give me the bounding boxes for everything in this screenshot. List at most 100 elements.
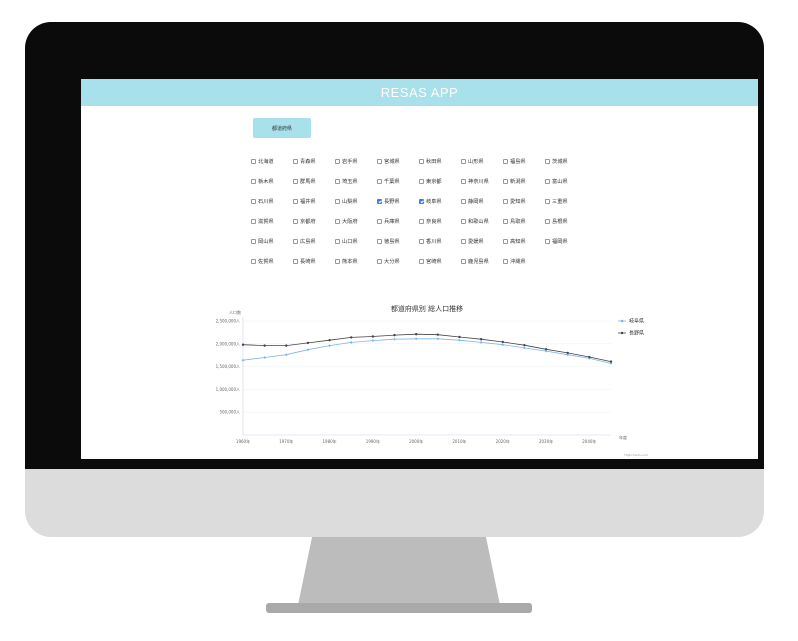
checkbox[interactable] [545, 178, 550, 184]
prefecture-checkbox-item[interactable]: 長野県 [377, 196, 419, 206]
prefecture-checkbox-item[interactable]: 三重県 [545, 196, 587, 206]
data-point-nagano [523, 343, 526, 347]
prefecture-checkbox-item[interactable]: 広島県 [293, 236, 335, 246]
checkbox[interactable] [419, 198, 424, 204]
prefecture-checkbox-item[interactable]: 北海道 [251, 156, 293, 166]
checkbox[interactable] [461, 238, 466, 244]
prefecture-checkbox-item[interactable]: 鹿児島県 [461, 256, 503, 266]
prefecture-checkbox-item[interactable]: 愛知県 [503, 196, 545, 206]
checkbox[interactable] [377, 198, 382, 204]
checkbox[interactable] [545, 238, 550, 244]
prefecture-checkbox-item[interactable]: 青森県 [293, 156, 335, 166]
checkbox[interactable] [545, 218, 550, 224]
y-tick-label: 2,500,000人 [216, 319, 240, 324]
checkbox[interactable] [419, 238, 424, 244]
prefecture-checkbox-item[interactable]: 大分県 [377, 256, 419, 266]
checkbox[interactable] [461, 158, 466, 164]
prefecture-checkbox-item[interactable]: 岩手県 [335, 156, 377, 166]
checkbox[interactable] [293, 178, 298, 184]
prefecture-checkbox-item[interactable]: 沖縄県 [503, 256, 545, 266]
prefecture-checkbox-item[interactable]: 宮城県 [377, 156, 419, 166]
prefecture-checkbox-item[interactable]: 石川県 [251, 196, 293, 206]
checkbox[interactable] [293, 198, 298, 204]
prefecture-checkbox-item[interactable]: 奈良県 [419, 216, 461, 226]
checkbox[interactable] [419, 158, 424, 164]
prefecture-checkbox-item[interactable]: 群馬県 [293, 176, 335, 186]
prefecture-checkbox-item[interactable]: 富山県 [545, 176, 587, 186]
checkbox[interactable] [419, 178, 424, 184]
checkbox[interactable] [293, 158, 298, 164]
checkbox[interactable] [251, 198, 256, 204]
prefecture-checkbox-item[interactable]: 熊本県 [335, 256, 377, 266]
prefecture-checkbox-item[interactable]: 大阪府 [335, 216, 377, 226]
prefecture-label: 兵庫県 [384, 218, 400, 225]
prefecture-checkbox-item[interactable]: 岐阜県 [419, 196, 461, 206]
checkbox[interactable] [377, 158, 382, 164]
prefecture-section-button[interactable]: 都道府県 [253, 118, 311, 138]
prefecture-checkbox-item[interactable]: 茨城県 [545, 156, 587, 166]
prefecture-label: 広島県 [300, 238, 316, 245]
checkbox[interactable] [335, 238, 340, 244]
prefecture-checkbox-item[interactable]: 神奈川県 [461, 176, 503, 186]
prefecture-checkbox-item[interactable]: 鳥取県 [503, 216, 545, 226]
prefecture-label: 長野県 [384, 198, 400, 205]
prefecture-checkbox-item[interactable]: 岡山県 [251, 236, 293, 246]
prefecture-checkbox-item[interactable]: 山形県 [461, 156, 503, 166]
checkbox[interactable] [335, 178, 340, 184]
prefecture-checkbox-item[interactable]: 栃木県 [251, 176, 293, 186]
prefecture-checkbox-item[interactable]: 山梨県 [335, 196, 377, 206]
checkbox[interactable] [545, 158, 550, 164]
checkbox[interactable] [293, 238, 298, 244]
checkbox[interactable] [503, 238, 508, 244]
prefecture-checkbox-item[interactable]: 香川県 [419, 236, 461, 246]
prefecture-checkbox-item[interactable]: 福井県 [293, 196, 335, 206]
prefecture-checkbox-item[interactable]: 埼玉県 [335, 176, 377, 186]
prefecture-checkbox-item[interactable]: 長崎県 [293, 256, 335, 266]
checkbox[interactable] [461, 258, 466, 264]
checkbox[interactable] [335, 258, 340, 264]
prefecture-checkbox-item[interactable]: 秋田県 [419, 156, 461, 166]
checkbox[interactable] [503, 218, 508, 224]
prefecture-checkbox-item[interactable]: 宮崎県 [419, 256, 461, 266]
checkbox[interactable] [335, 218, 340, 224]
prefecture-checkbox-item[interactable]: 兵庫県 [377, 216, 419, 226]
prefecture-checkbox-item[interactable]: 福島県 [503, 156, 545, 166]
prefecture-checkbox-item[interactable]: 新潟県 [503, 176, 545, 186]
checkbox[interactable] [377, 238, 382, 244]
prefecture-checkbox-item[interactable]: 福岡県 [545, 236, 587, 246]
checkbox[interactable] [293, 218, 298, 224]
prefecture-checkbox-item[interactable]: 東京都 [419, 176, 461, 186]
prefecture-checkbox-item[interactable]: 和歌山県 [461, 216, 503, 226]
prefecture-checkbox-item[interactable]: 千葉県 [377, 176, 419, 186]
checkbox[interactable] [377, 218, 382, 224]
checkbox[interactable] [419, 258, 424, 264]
prefecture-checkbox-item[interactable]: 徳島県 [377, 236, 419, 246]
checkbox[interactable] [419, 218, 424, 224]
checkbox[interactable] [293, 258, 298, 264]
checkbox[interactable] [461, 218, 466, 224]
checkbox[interactable] [503, 158, 508, 164]
checkbox[interactable] [251, 178, 256, 184]
prefecture-checkbox-item[interactable]: 島根県 [545, 216, 587, 226]
checkbox[interactable] [251, 238, 256, 244]
checkbox[interactable] [251, 218, 256, 224]
prefecture-checkbox-item[interactable]: 高知県 [503, 236, 545, 246]
checkbox[interactable] [503, 178, 508, 184]
checkbox[interactable] [461, 198, 466, 204]
checkbox[interactable] [251, 158, 256, 164]
prefecture-checkbox-item[interactable]: 佐賀県 [251, 256, 293, 266]
checkbox[interactable] [251, 258, 256, 264]
prefecture-checkbox-item[interactable]: 愛媛県 [461, 236, 503, 246]
prefecture-checkbox-item[interactable]: 静岡県 [461, 196, 503, 206]
checkbox[interactable] [335, 158, 340, 164]
checkbox[interactable] [335, 198, 340, 204]
checkbox[interactable] [503, 198, 508, 204]
checkbox[interactable] [377, 178, 382, 184]
checkbox[interactable] [461, 178, 466, 184]
checkbox[interactable] [377, 258, 382, 264]
checkbox[interactable] [545, 198, 550, 204]
checkbox[interactable] [503, 258, 508, 264]
prefecture-checkbox-item[interactable]: 山口県 [335, 236, 377, 246]
prefecture-checkbox-item[interactable]: 滋賀県 [251, 216, 293, 226]
prefecture-checkbox-item[interactable]: 京都府 [293, 216, 335, 226]
